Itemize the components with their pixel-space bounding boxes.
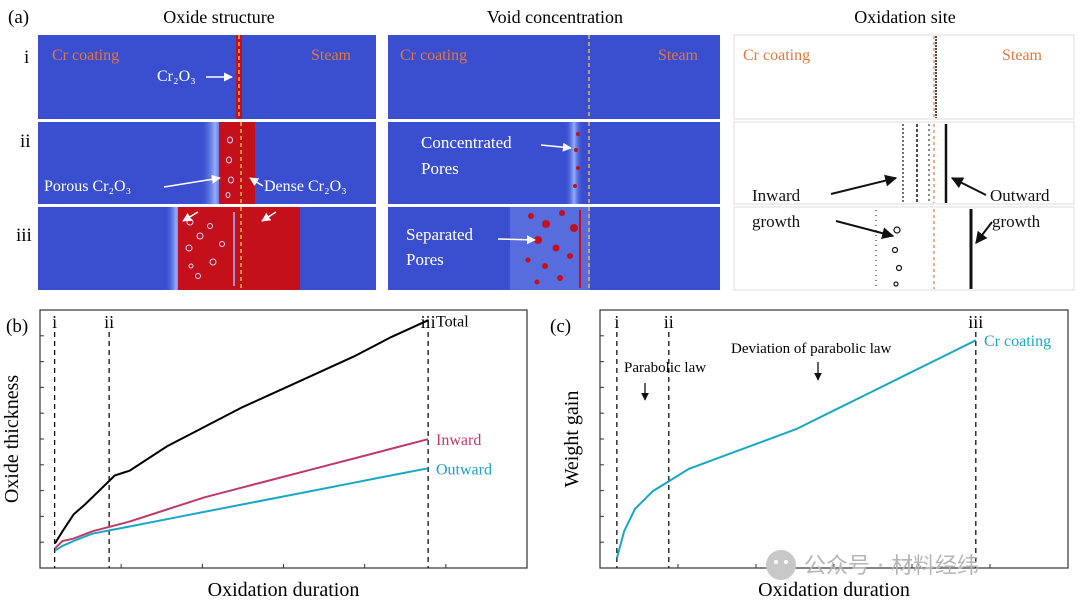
void-row-i-bg <box>388 35 720 119</box>
annotation-outward: Outward <box>990 186 1050 205</box>
column-title-oxide-structure: Oxide structure <box>163 7 274 27</box>
watermark-text: 公众号 · 材料经纬 <box>804 554 979 579</box>
y-axis-label: Weight gain <box>561 391 583 488</box>
annotation-cr2o3: Cr₂O₃ <box>157 68 196 85</box>
annotation-parabolic-law: Parabolic law <box>624 360 706 376</box>
oxide-row-ii-layer <box>219 122 255 204</box>
annotation-deviation-parabolic-law: Deviation of parabolic law <box>731 341 892 357</box>
stage-label-ii: ii <box>104 312 114 332</box>
stage-label-ii: ii <box>664 312 674 332</box>
stage-label-i: i <box>614 312 619 332</box>
wechat-icon <box>766 550 796 580</box>
void-row-i-cr-coating: Cr coating <box>400 47 467 64</box>
annotation-separated: Separated <box>406 225 474 244</box>
series-line-inward <box>54 438 429 550</box>
stage-label-iii: iii <box>421 312 436 332</box>
annotation-separated-pores: Pores <box>406 250 444 269</box>
site-row-i-bg <box>733 34 1075 120</box>
site-row-iii-bg <box>733 206 1075 291</box>
oxidation-site-column: Cr coating Steam Inward growth Outward g… <box>733 34 1075 291</box>
oxide-row-iii-layer <box>178 207 300 290</box>
oxide-structure-column: Cr coating Steam Cr₂O₃ Porous Cr₂O₃ Dens… <box>38 35 376 290</box>
annotation-outward-growth: growth <box>992 212 1041 231</box>
x-axis-label: Oxidation duration <box>208 579 360 601</box>
series-line-outward <box>54 467 429 552</box>
row-label-ii: ii <box>20 131 31 152</box>
series-line-cr-coating <box>616 339 977 558</box>
y-axis-label: Oxide thickness <box>1 375 23 504</box>
annotation-dense-cr2o3: Dense Cr₂O₃ <box>264 178 347 195</box>
site-row-ii-bg <box>733 121 1075 205</box>
oxide-row-i-cr-coating: Cr coating <box>52 47 119 64</box>
annotation-concentrated: Concentrated <box>421 133 512 152</box>
void-concentration-column: Cr coating Steam Concentrated Pores Sepa… <box>388 35 720 290</box>
oxide-row-i-steam: Steam <box>311 47 352 64</box>
stage-label-iii: iii <box>968 312 983 332</box>
stage-label-i: i <box>52 312 57 332</box>
series-label-outward: Outward <box>436 461 492 478</box>
site-row-i-cr-coating: Cr coating <box>743 47 810 64</box>
panel-a-label: (a) <box>8 7 29 28</box>
row-label-i: i <box>24 47 29 68</box>
series-label-inward: Inward <box>436 432 481 449</box>
series-label-total: Total <box>436 313 469 330</box>
row-label-iii: iii <box>16 225 32 246</box>
panel-b-label: (b) <box>6 316 28 337</box>
void-row-ii-bg <box>388 122 720 204</box>
panel-c-label: (c) <box>550 316 571 337</box>
series-line-total <box>54 319 429 544</box>
site-row-i-steam: Steam <box>1002 47 1043 64</box>
annotation-concentrated-pores: Pores <box>421 159 459 178</box>
series-label-cr-coating: Cr coating <box>984 333 1051 350</box>
column-title-void-concentration: Void concentration <box>487 7 623 27</box>
watermark: 公众号 · 材料经纬 <box>766 550 979 580</box>
annotation-inward: Inward <box>752 186 801 205</box>
void-row-i-steam: Steam <box>658 47 699 64</box>
column-title-oxidation-site: Oxidation site <box>854 7 956 27</box>
annotation-inward-growth: growth <box>752 212 801 231</box>
x-axis-label: Oxidation duration <box>758 579 910 601</box>
annotation-porous-cr2o3: Porous Cr₂O₃ <box>44 178 131 195</box>
